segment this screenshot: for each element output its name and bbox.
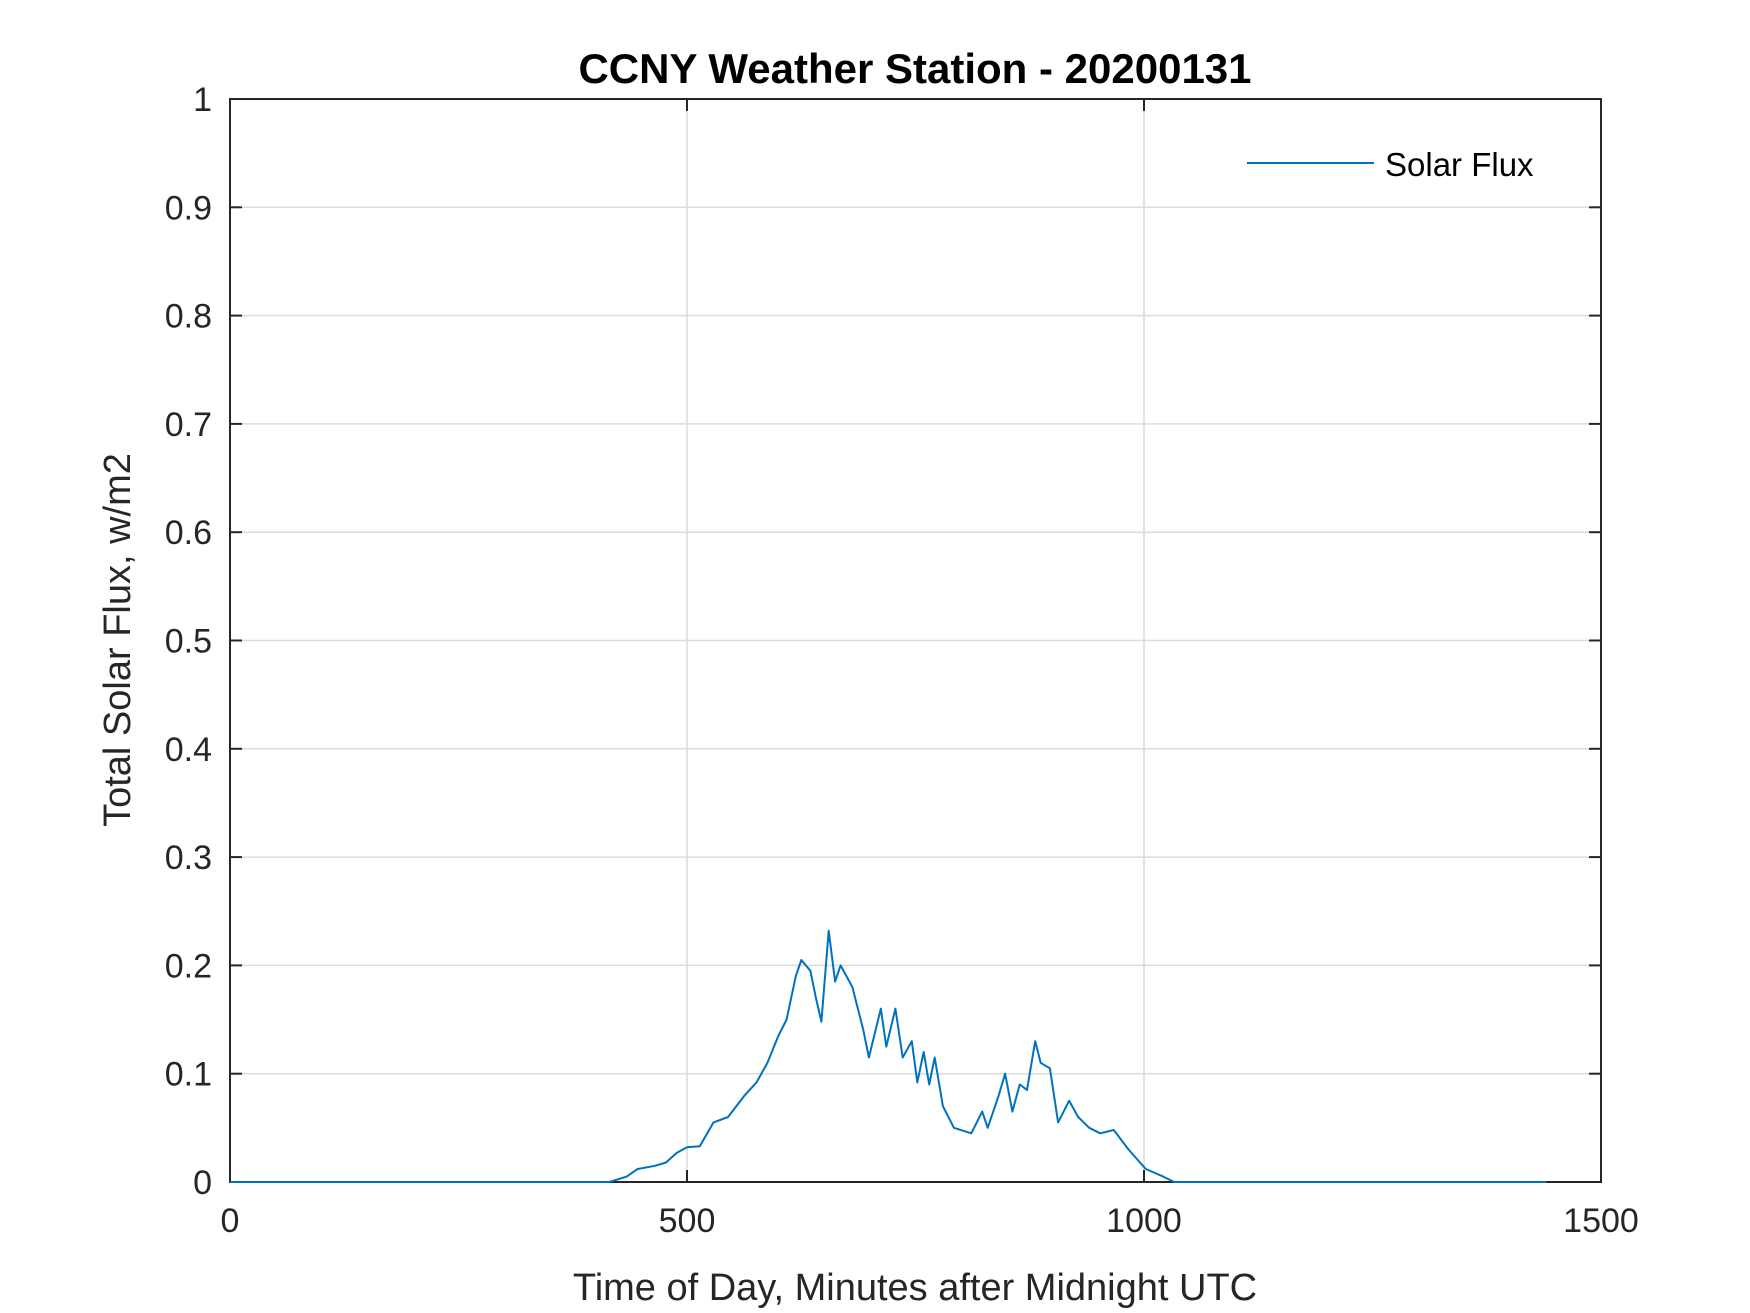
y-tick-label: 0	[193, 1164, 212, 1202]
ticks: 0 500 1000 1500 0 0.1 0.2 0.3 0.4 0.5 0.6 0.7 0.8 0.9…	[165, 81, 1639, 1240]
y-axis-label: Total Solar Flux, w/m2	[97, 453, 139, 827]
x-axis-label: Time of Day, Minutes after Midnight UTC	[573, 1267, 1257, 1309]
series-line-solar-flux	[230, 929, 1547, 1183]
y-tick-label: 0.7	[165, 406, 212, 444]
x-tick-label: 500	[659, 1202, 716, 1240]
y-tick-label: 0.1	[165, 1056, 212, 1094]
x-tick-label: 0	[221, 1202, 240, 1240]
y-tick-label: 0.3	[165, 839, 212, 877]
y-tick-label: 1	[193, 81, 212, 119]
chart-title: CCNY Weather Station - 20200131	[578, 45, 1251, 92]
x-tick-label: 1500	[1563, 1202, 1639, 1240]
y-tick-label: 0.6	[165, 514, 212, 552]
y-tick-label: 0.8	[165, 298, 212, 336]
legend: Solar Flux	[1247, 146, 1534, 183]
x-tick-label: 1000	[1106, 1202, 1182, 1240]
series-layer	[230, 929, 1547, 1183]
y-tick-label: 0.2	[165, 947, 212, 985]
y-tick-label: 0.9	[165, 189, 212, 227]
legend-label-solar-flux: Solar Flux	[1385, 146, 1534, 183]
y-tick-label: 0.4	[165, 731, 212, 769]
y-tick-label: 0.5	[165, 623, 212, 661]
grid	[230, 99, 1601, 1182]
